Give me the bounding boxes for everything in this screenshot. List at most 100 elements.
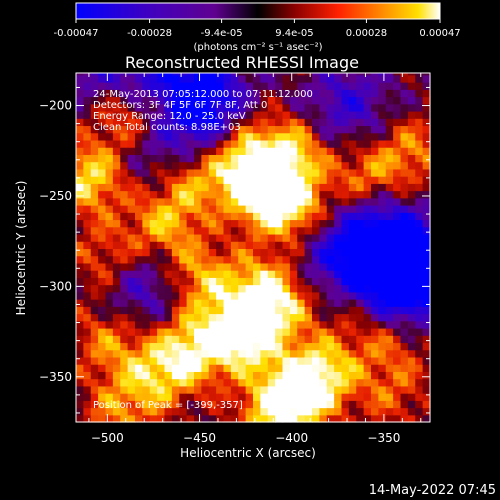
heatmap-cell <box>201 176 210 184</box>
heatmap-cell <box>171 270 180 278</box>
heatmap-cell <box>194 219 202 228</box>
heatmap-cell <box>105 118 114 127</box>
heatmap-cell <box>201 168 210 177</box>
heatmap-cell <box>275 284 284 293</box>
heatmap-cell <box>407 168 416 177</box>
heatmap-cell <box>312 320 320 329</box>
heatmap-cell <box>289 277 298 286</box>
heatmap-cell <box>393 132 402 141</box>
heatmap-cell <box>415 284 424 293</box>
heatmap-cell <box>341 73 350 76</box>
heatmap-cell <box>157 327 166 336</box>
heatmap-cell <box>297 110 306 119</box>
heatmap-cell <box>415 407 424 416</box>
heatmap-cell <box>334 89 343 98</box>
heatmap-cell <box>238 270 247 278</box>
heatmap-cell <box>297 349 306 358</box>
heatmap-cell <box>356 96 365 105</box>
heatmap-cell <box>245 393 254 401</box>
heatmap-cell <box>275 291 284 300</box>
heatmap-cell <box>149 364 158 372</box>
heatmap-cell <box>201 197 210 206</box>
heatmap-cell <box>127 385 136 394</box>
heatmap-cell <box>157 356 166 365</box>
heatmap-cell <box>422 378 431 387</box>
heatmap-cell <box>171 132 180 141</box>
heatmap-cell <box>348 96 357 105</box>
heatmap-cell <box>348 118 357 127</box>
heatmap-cell <box>319 371 328 380</box>
heatmap-cell <box>393 407 402 416</box>
heatmap-cell <box>179 212 188 221</box>
heatmap-cell <box>267 205 276 213</box>
heatmap-cell <box>385 110 394 119</box>
heatmap-cell <box>83 176 92 184</box>
heatmap-cell <box>245 342 254 351</box>
heatmap-cell <box>363 393 372 401</box>
heatmap-cell <box>422 371 431 380</box>
heatmap-cell <box>157 277 166 286</box>
heatmap-cell <box>208 270 217 278</box>
heatmap-cell <box>194 277 202 286</box>
heatmap-cell <box>105 306 114 315</box>
heatmap-cell <box>208 147 217 155</box>
heatmap-cell <box>422 226 431 235</box>
heatmap-cell <box>326 226 335 235</box>
heatmap-cell <box>407 342 416 351</box>
heatmap-cell <box>179 139 188 148</box>
heatmap-cell <box>76 176 84 184</box>
heatmap-cell <box>120 407 129 416</box>
heatmap-cell <box>245 270 254 278</box>
heatmap-cell <box>208 335 217 344</box>
heatmap-cell <box>341 168 350 177</box>
heatmap-cell <box>407 284 416 293</box>
heatmap-cell <box>135 73 143 76</box>
heatmap-cell <box>341 306 350 315</box>
heatmap-cell <box>105 342 114 351</box>
heatmap-cell <box>289 226 298 235</box>
heatmap-cell <box>105 241 114 250</box>
heatmap-cell <box>76 320 84 329</box>
heatmap-cell <box>400 313 409 322</box>
heatmap-cell <box>348 241 357 250</box>
heatmap-cell <box>371 118 379 127</box>
heatmap-cell <box>216 327 225 336</box>
heatmap-cell <box>164 378 173 387</box>
heatmap-cell <box>334 349 343 358</box>
heatmap-cell <box>400 291 409 300</box>
heatmap-cell <box>371 96 379 105</box>
heatmap-cell <box>319 73 328 76</box>
heatmap-cell <box>378 299 387 307</box>
heatmap-cell <box>253 161 261 170</box>
heatmap-cell <box>112 103 121 112</box>
heatmap-cell <box>179 342 188 351</box>
heatmap-cell <box>223 110 232 119</box>
heatmap-cell <box>356 255 365 264</box>
heatmap-cell <box>385 197 394 206</box>
heatmap-cell <box>319 342 328 351</box>
heatmap-cell <box>260 219 269 228</box>
heatmap-cell <box>289 110 298 119</box>
heatmap-cell <box>289 320 298 329</box>
heatmap-cell <box>98 284 107 293</box>
heatmap-cell <box>312 74 320 83</box>
heatmap-cell <box>334 306 343 315</box>
heatmap-cell <box>179 356 188 365</box>
heatmap-cell <box>179 335 188 344</box>
heatmap-cell <box>142 313 151 322</box>
heatmap-cell <box>304 183 313 192</box>
heatmap-cell <box>275 139 284 148</box>
heatmap-cell <box>407 96 416 105</box>
heatmap-cell <box>267 190 276 199</box>
heatmap-cell <box>90 96 99 105</box>
heatmap-cell <box>260 414 269 423</box>
heatmap-cell <box>371 306 379 315</box>
heatmap-cell <box>171 320 180 329</box>
heatmap-cell <box>267 349 276 358</box>
heatmap-cell <box>245 197 254 206</box>
heatmap-cell <box>135 320 143 329</box>
heatmap-cell <box>186 385 195 394</box>
heatmap-cell <box>356 241 365 250</box>
heatmap-cell <box>76 306 84 315</box>
heatmap-cell <box>164 168 173 177</box>
